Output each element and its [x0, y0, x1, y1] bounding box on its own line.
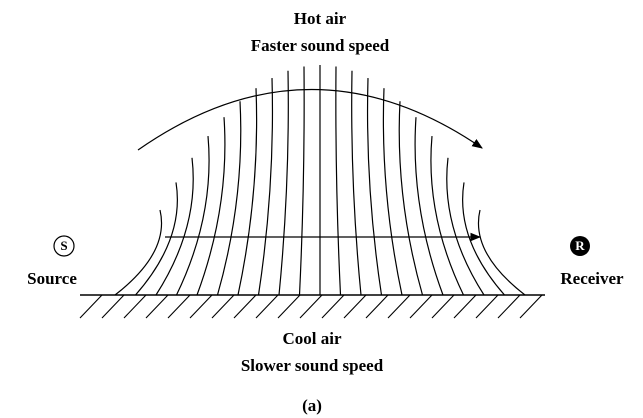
wavefront — [237, 88, 258, 296]
hatch-line — [79, 294, 103, 319]
hatch-line — [255, 294, 279, 319]
wavefront — [335, 66, 342, 296]
hatch-line — [145, 294, 169, 319]
wavefront — [430, 135, 465, 296]
hatch-line — [519, 294, 543, 319]
hatch-line — [497, 294, 521, 319]
top-subtitle: Faster sound speed — [251, 36, 390, 55]
wavefront — [216, 101, 242, 296]
hatch-line — [387, 294, 411, 319]
hatch-line — [299, 294, 323, 319]
ground-hatching — [79, 294, 543, 319]
hatch-line — [211, 294, 235, 319]
bottom-subtitle: Slower sound speed — [241, 356, 384, 375]
top-title: Hot air — [294, 9, 347, 28]
receiver-label: Receiver — [560, 269, 624, 288]
wavefront — [366, 78, 383, 296]
hatch-line — [475, 294, 499, 319]
source-symbol: S — [60, 238, 67, 253]
wavefront — [298, 66, 305, 296]
wavefront — [382, 88, 403, 296]
wavefront — [446, 157, 485, 296]
wavefront — [462, 182, 505, 296]
hatch-line — [431, 294, 455, 319]
curved-ray — [137, 88, 483, 151]
caption: (a) — [302, 396, 322, 415]
wavefront — [398, 101, 424, 296]
wavefront — [257, 78, 274, 296]
source-label: Source — [27, 269, 77, 288]
receiver-symbol: R — [575, 238, 585, 253]
hatch-line — [233, 294, 257, 319]
hatch-line — [321, 294, 345, 319]
wavefront — [278, 70, 289, 296]
wavefront — [175, 135, 210, 296]
hatch-line — [277, 294, 301, 319]
wavefront — [414, 117, 444, 296]
wavefront — [114, 209, 163, 296]
receiver-circle — [570, 236, 590, 256]
hatch-line — [189, 294, 213, 319]
hatch-line — [453, 294, 477, 319]
wavefront — [135, 182, 178, 296]
wavefront — [155, 157, 194, 296]
hatch-line — [343, 294, 367, 319]
hatch-line — [365, 294, 389, 319]
hatch-line — [101, 294, 125, 319]
hatch-line — [409, 294, 433, 319]
hatch-line — [167, 294, 191, 319]
wavefronts — [114, 65, 526, 296]
wavefront — [351, 70, 362, 296]
wavefront — [196, 117, 226, 296]
source-circle — [53, 235, 75, 257]
wavefront — [477, 209, 526, 296]
hatch-line — [123, 294, 147, 319]
bottom-title: Cool air — [282, 329, 341, 348]
